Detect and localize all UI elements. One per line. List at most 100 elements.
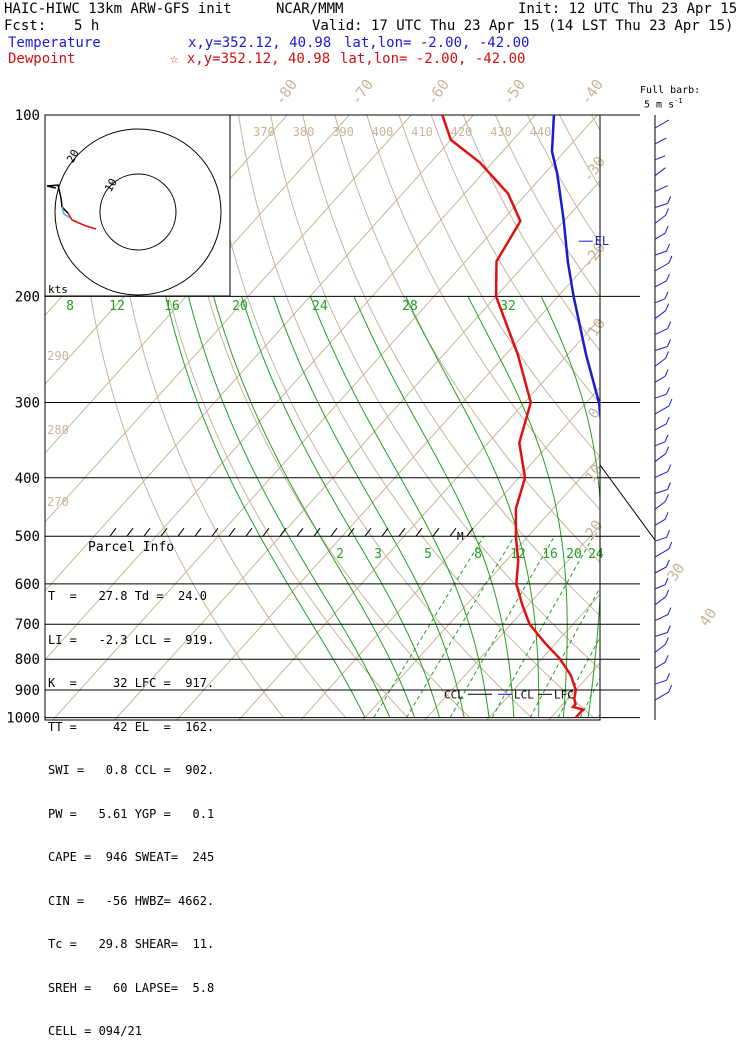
isotherm-label: 0 (584, 404, 604, 422)
isotherm-label: -70 (347, 76, 377, 109)
hatch-mark (382, 528, 388, 536)
mixing-ratio-lower-label: 8 (474, 547, 482, 562)
temperature-latlon: lat,lon= -2.00, -42.00 (344, 35, 529, 51)
wind-barb (655, 633, 667, 637)
dry-adiabat-line (624, 115, 740, 718)
pressure-tick-label: 100 (15, 108, 40, 124)
dry-adiabat-line (592, 115, 740, 718)
wind-barb-flag (665, 435, 668, 442)
parcel-line: CAPE = 946 SWEAT= 245 (48, 850, 232, 865)
mixing-ratio-upper-label: 16 (164, 299, 180, 314)
pressure-tick-label: 600 (15, 577, 40, 593)
pressure-tick-label: 500 (15, 529, 40, 545)
wind-barb (655, 168, 666, 176)
wind-barb (655, 281, 666, 287)
wind-barb (655, 311, 666, 319)
el-label: EL (595, 234, 609, 248)
wind-barb (655, 549, 669, 557)
wind-barb (655, 215, 666, 223)
mixing-ratio-upper-label: 20 (232, 299, 248, 314)
dry-adiabat-line (720, 115, 740, 718)
mixing-ratio-lower-label: 20 (566, 547, 582, 562)
mixing-ratio-upper-label: 24 (312, 299, 328, 314)
wind-barb (655, 263, 669, 271)
wind-barb (655, 358, 666, 366)
parcel-info-title: Parcel Info (88, 540, 174, 555)
wind-barb-flag (667, 244, 670, 251)
hatch-mark (450, 528, 456, 536)
wind-barb (655, 472, 668, 478)
wind-barb-flag (667, 626, 670, 633)
dry-adiabat-line (688, 115, 740, 718)
wind-barb-flag (666, 447, 669, 454)
dry-adiabat-line (206, 115, 531, 718)
lfc-label: LFC (554, 688, 574, 701)
wind-barb-flag (668, 483, 671, 490)
theta-left-label: 280 (47, 423, 69, 437)
wind-barb-flag (666, 208, 669, 215)
isotherm-line (292, 115, 740, 730)
wind-barb-flag (665, 292, 668, 299)
pressure-tick-label: 400 (15, 471, 40, 487)
wind-barb-flag (666, 590, 669, 597)
theta-label: 420 (451, 125, 473, 139)
wind-barb-flag (665, 494, 668, 501)
wind-barb-flag (666, 417, 669, 424)
wind-barb (655, 454, 666, 462)
parcel-line: PW = 5.61 YGP = 0.1 (48, 807, 232, 822)
isotherm-label: -50 (499, 76, 529, 109)
wind-barb (655, 537, 667, 541)
temperature-legend: Temperature (8, 35, 101, 51)
isotherm-line (354, 115, 740, 730)
wind-barb-flag (667, 387, 670, 394)
dry-adiabat-line (367, 115, 740, 718)
wind-barb (655, 120, 669, 128)
theta-label: 440 (530, 125, 552, 139)
wind-barb (655, 376, 665, 382)
isotherm-line (0, 115, 39, 730)
hatch-mark (246, 528, 252, 536)
parcel-line: SWI = 0.8 CCL = 902. (48, 763, 232, 778)
moist-adiabat-line (663, 296, 740, 717)
wind-barb (655, 501, 665, 509)
theta-label: 410 (411, 125, 433, 139)
hatch-mark (195, 528, 201, 536)
hatch-mark (229, 528, 235, 536)
dry-adiabat-line (431, 115, 740, 718)
temperature-xy: x,y=352.12, 40.98 (188, 35, 331, 51)
wind-barbs (655, 115, 672, 720)
inset-edge (600, 465, 655, 720)
hatch-mark (144, 528, 150, 536)
forecast-label: Fcst: (4, 18, 46, 34)
wind-barb-flag (668, 465, 671, 472)
wind-barb (655, 490, 668, 494)
wind-barb-flag (665, 369, 668, 376)
wind-barb-flag (665, 226, 668, 233)
dry-adiabat-line (560, 115, 740, 718)
wind-barb-flag (668, 197, 671, 204)
dewpoint-legend: Dewpoint (8, 51, 75, 67)
lcl-label: LCL (514, 688, 534, 701)
mixing-ratio-lower-label: 24 (588, 547, 604, 562)
barb-key-line1: Full barb: (640, 86, 700, 96)
hatch-mark (399, 528, 405, 536)
wind-barb (655, 233, 665, 239)
wind-barb (655, 329, 668, 335)
mixing-ratio-lower-label: 5 (424, 547, 432, 562)
wind-barb (655, 347, 668, 351)
wind-barb (655, 204, 668, 208)
wind-barb-flag (669, 399, 672, 406)
wind-barb (655, 186, 668, 192)
isotherm-line (230, 115, 740, 730)
barb-key-line2: 5 m s-1 (644, 96, 683, 110)
dry-adiabat-line (656, 115, 740, 718)
moist-adiabats (166, 296, 740, 717)
wind-barb (655, 692, 669, 700)
mixing-ratio-lower-label: 2 (336, 547, 344, 562)
isotherm-label: -40 (577, 76, 607, 109)
pressure-tick-label: 300 (15, 396, 40, 412)
barb-key-exponent: -1 (674, 97, 682, 105)
pressure-tick-label: 700 (15, 617, 40, 633)
hatch-mark (433, 528, 439, 536)
